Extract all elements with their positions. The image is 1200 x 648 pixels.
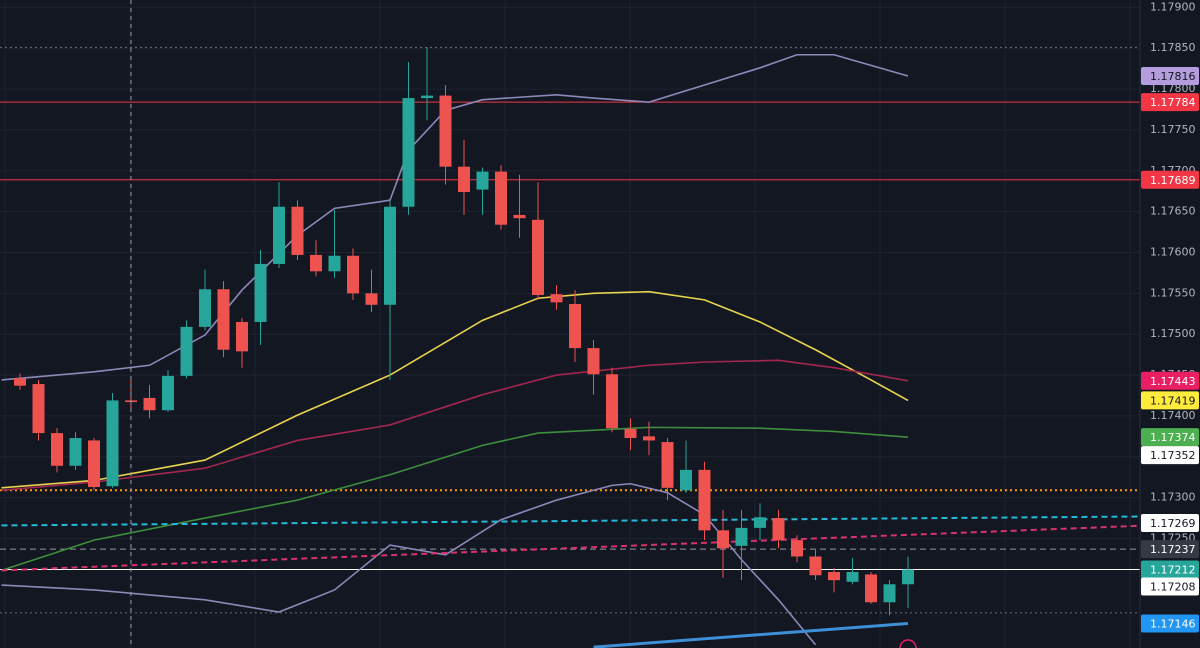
price-badge-label: 1.17146 <box>1150 617 1196 630</box>
price-badge <box>1141 66 1199 85</box>
indicator-line <box>1 515 1140 527</box>
candle-body <box>14 378 26 386</box>
price-badge-label: 1.17689 <box>1150 174 1196 187</box>
y-tick-label: 1.17750 <box>1150 123 1196 136</box>
price-badge <box>1141 513 1199 532</box>
candle-body <box>532 219 544 295</box>
candle-body <box>217 289 230 350</box>
candle-body <box>143 397 156 411</box>
candle-body <box>347 255 359 294</box>
price-badge-label: 1.17352 <box>1150 449 1196 462</box>
candle-body <box>661 442 674 488</box>
candle-body <box>32 384 45 434</box>
price-badge <box>1141 93 1199 112</box>
plot-area <box>0 6 1140 648</box>
price-badge <box>1141 170 1199 189</box>
candle-body <box>606 374 618 429</box>
candle-body <box>698 469 711 531</box>
y-tick-label: 1.17400 <box>1150 409 1196 422</box>
candle-body <box>106 400 119 487</box>
candle-body <box>273 206 285 264</box>
y-tick-label: 1.17800 <box>1150 82 1196 95</box>
axis-labels: 1.179001.178501.178001.177501.177001.176… <box>1141 0 1199 633</box>
candle-body <box>865 574 877 603</box>
indicator-line <box>1 290 909 489</box>
candle-body <box>162 375 174 411</box>
candle-body <box>809 556 822 576</box>
price-badge <box>1141 446 1199 465</box>
candle-body <box>458 166 470 193</box>
candle-body <box>643 436 655 441</box>
candle-body <box>735 527 748 546</box>
candle-body <box>513 214 526 219</box>
candle-body <box>587 348 600 375</box>
price-badge <box>1141 560 1199 579</box>
indicator-line <box>1 53 909 381</box>
candle-body <box>421 95 433 99</box>
indicator-line <box>1 524 1140 572</box>
price-badge-label: 1.17212 <box>1150 564 1196 577</box>
indicator-line <box>1 426 909 572</box>
candle-body <box>828 572 840 581</box>
price-badge <box>1141 428 1199 447</box>
candle-body <box>51 433 63 466</box>
price-badge <box>1141 614 1199 633</box>
candle-body <box>236 321 248 352</box>
candle-body <box>569 303 581 349</box>
candle-body <box>495 171 507 225</box>
price-badge <box>1141 577 1199 596</box>
candle-body <box>384 206 396 305</box>
y-tick-label: 1.17850 <box>1150 41 1196 54</box>
candle-body <box>680 469 692 491</box>
price-badge <box>1141 391 1199 410</box>
price-badge-label: 1.17419 <box>1150 394 1196 407</box>
candle-body <box>791 540 803 557</box>
vertical-grid <box>4 0 1131 648</box>
candle-body <box>180 326 193 376</box>
candle-body <box>754 517 766 528</box>
candle-body <box>883 584 896 603</box>
candle-body <box>902 569 914 585</box>
price-badge-label: 1.17784 <box>1150 96 1196 109</box>
y-tick-label: 1.17650 <box>1150 205 1196 218</box>
y-tick-label: 1.17500 <box>1150 327 1196 340</box>
candle-body <box>402 98 415 207</box>
price-badge-label: 1.17816 <box>1150 70 1196 83</box>
candle-body <box>717 530 729 549</box>
candle-body <box>291 206 304 255</box>
price-badge-label: 1.17237 <box>1150 543 1196 556</box>
candle-body <box>624 429 637 438</box>
y-tick-label: 1.17900 <box>1150 0 1196 13</box>
candle-body <box>365 293 378 305</box>
price-badge <box>1141 540 1199 559</box>
candle-body <box>439 95 452 167</box>
price-badge-label: 1.17208 <box>1150 581 1196 594</box>
alert-icon <box>899 639 917 648</box>
candle-body <box>328 255 341 272</box>
price-badge-label: 1.17374 <box>1150 431 1196 444</box>
indicator-line <box>1 359 909 492</box>
candle-body <box>550 294 563 303</box>
candle-body <box>772 518 785 541</box>
indicator-line <box>593 621 909 648</box>
y-tick-label: 1.17600 <box>1150 245 1196 258</box>
price-badge-label: 1.17443 <box>1150 375 1196 388</box>
candle-body <box>88 440 100 488</box>
price-badge <box>1141 371 1199 390</box>
candle-body <box>476 171 489 190</box>
candle-body <box>846 572 859 582</box>
candle-body <box>69 437 82 466</box>
price-badge-label: 1.17269 <box>1150 517 1196 530</box>
candle-body <box>199 289 211 327</box>
candle-body <box>310 254 322 272</box>
y-tick-label: 1.17550 <box>1150 286 1196 299</box>
y-tick-label: 1.17300 <box>1150 491 1196 504</box>
candle-body <box>254 263 267 322</box>
